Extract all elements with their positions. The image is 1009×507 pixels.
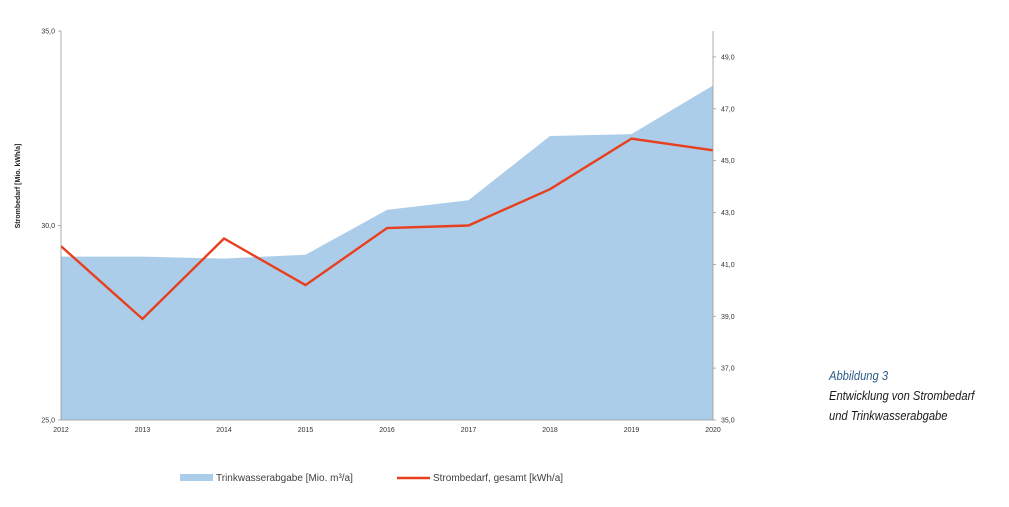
figure-caption: Abbildung 3 Entwicklung von Strombedarf … (829, 366, 980, 426)
y-right-tick-label: 45,0 (721, 158, 735, 165)
caption-label: Abbildung 3 (829, 368, 889, 383)
y-right-tick-label: 47,0 (721, 106, 735, 113)
y-axis-label: Strombedarf [Mio. kWh/a] (15, 144, 22, 229)
caption-title-line-2: und Trinkwasserabgabe (829, 408, 948, 423)
y-right-tick-label: 39,0 (721, 314, 735, 321)
x-tick-label: 2017 (461, 427, 477, 434)
y-left-tick-label: 30,0 (41, 223, 55, 230)
ticks: 2012 2013 2014 2015 2016 2017 2018 2019 2020 25,0… (41, 29, 734, 435)
x-tick-label: 2013 (135, 427, 151, 434)
x-tick-label: 2016 (379, 427, 395, 434)
x-tick-label: 2018 (542, 427, 558, 434)
plot-area (60, 85, 714, 420)
line-strombedarf (60, 137, 714, 321)
legend-label-trinkwasser: Trinkwasserabgabe [Mio. m³/a] (216, 473, 353, 484)
y-right-tick-label: 41,0 (721, 262, 735, 269)
legend: Trinkwasserabgabe [Mio. m³/a] Strombedar… (180, 473, 563, 484)
caption-title-line-1: Entwicklung von Strombedarf (829, 388, 975, 403)
legend-swatch-trinkwasser (180, 474, 213, 481)
y-right-tick-label: 43,0 (721, 210, 735, 217)
x-tick-label: 2019 (624, 427, 640, 434)
x-tick-label: 2014 (216, 427, 232, 434)
legend-label-strombedarf: Strombedarf, gesamt [kWh/a] (433, 473, 563, 484)
y-left-tick-label: 35,0 (41, 29, 55, 36)
y-right-tick-label: 37,0 (721, 366, 735, 373)
y-right-tick-label: 49,0 (721, 54, 735, 61)
y-right-tick-label: 35,0 (721, 418, 735, 425)
x-tick-label: 2015 (298, 427, 314, 434)
x-tick-label: 2012 (53, 427, 69, 434)
y-left-tick-label: 25,0 (41, 418, 55, 425)
x-tick-label: 2020 (705, 427, 721, 434)
area-trinkwasserabgabe (61, 85, 713, 420)
